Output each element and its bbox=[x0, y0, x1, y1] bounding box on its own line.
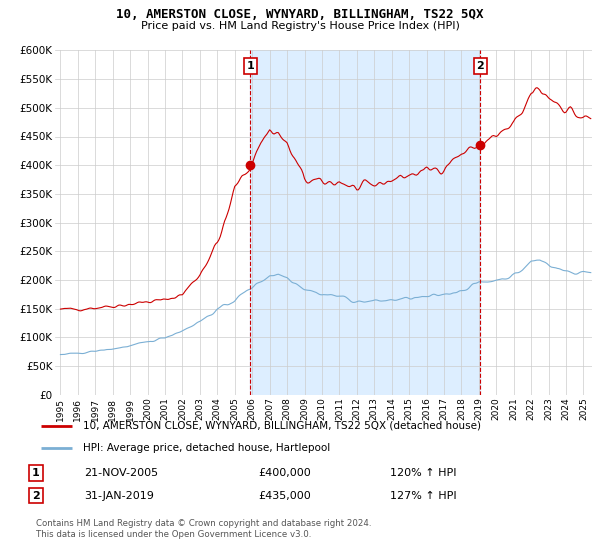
Text: £400,000: £400,000 bbox=[258, 468, 311, 478]
Text: 2: 2 bbox=[476, 60, 484, 71]
Text: 10, AMERSTON CLOSE, WYNYARD, BILLINGHAM, TS22 5QX: 10, AMERSTON CLOSE, WYNYARD, BILLINGHAM,… bbox=[116, 8, 484, 21]
Text: Price paid vs. HM Land Registry's House Price Index (HPI): Price paid vs. HM Land Registry's House … bbox=[140, 21, 460, 31]
Text: £435,000: £435,000 bbox=[258, 491, 311, 501]
Text: HPI: Average price, detached house, Hartlepool: HPI: Average price, detached house, Hart… bbox=[83, 444, 330, 454]
Text: 21-NOV-2005: 21-NOV-2005 bbox=[84, 468, 158, 478]
Bar bbox=[250, 50, 480, 395]
Text: 31-JAN-2019: 31-JAN-2019 bbox=[84, 491, 154, 501]
Text: Contains HM Land Registry data © Crown copyright and database right 2024.
This d: Contains HM Land Registry data © Crown c… bbox=[36, 520, 371, 539]
Text: 10, AMERSTON CLOSE, WYNYARD, BILLINGHAM, TS22 5QX (detached house): 10, AMERSTON CLOSE, WYNYARD, BILLINGHAM,… bbox=[83, 421, 481, 431]
Text: 120% ↑ HPI: 120% ↑ HPI bbox=[390, 468, 457, 478]
Text: 1: 1 bbox=[32, 468, 40, 478]
Text: 2: 2 bbox=[32, 491, 40, 501]
Text: 1: 1 bbox=[247, 60, 254, 71]
Text: 127% ↑ HPI: 127% ↑ HPI bbox=[390, 491, 457, 501]
